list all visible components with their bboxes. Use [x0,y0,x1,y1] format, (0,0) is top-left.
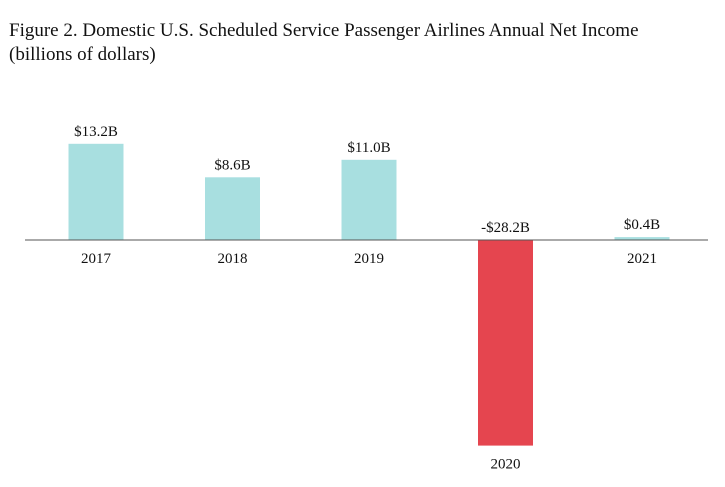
x-tick-label-2017: 2017 [81,251,112,267]
bar-2019 [341,159,397,240]
x-tick-label-2020: 2020 [491,457,521,473]
data-label-2019: $11.0B [347,140,390,156]
bar-2018 [205,177,260,240]
data-label-2018: $8.6B [214,157,250,173]
bar-2017 [68,143,124,240]
chart-title: Figure 2. Domestic U.S. Scheduled Servic… [9,19,715,67]
x-tick-label-2021: 2021 [627,251,657,267]
bar-2021 [614,237,670,240]
chart-title-line-1: Figure 2. Domestic U.S. Scheduled Servic… [9,20,639,41]
data-label-2020: -$28.2B [481,220,530,236]
x-tick-label-2018: 2018 [218,251,248,267]
chart-title-line-2: (billions of dollars) [9,44,156,65]
data-label-2021: $0.4B [624,217,660,233]
x-tick-label-2019: 2019 [354,251,384,267]
data-label-2017: $13.2B [74,124,118,140]
bar-2020 [478,240,533,446]
